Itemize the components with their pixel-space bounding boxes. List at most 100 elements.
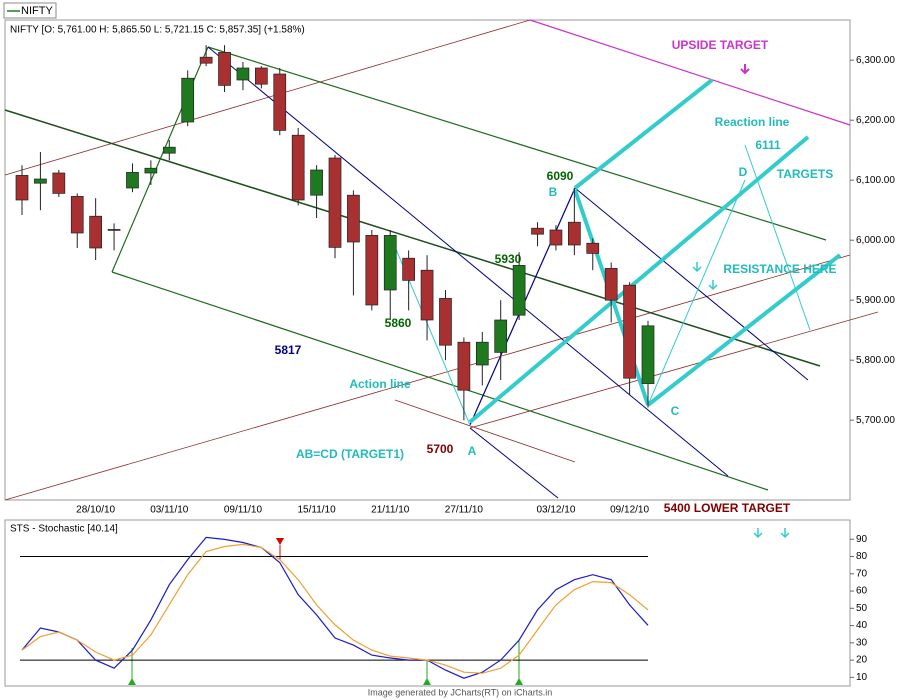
legend-box	[3, 2, 57, 19]
candle-body	[365, 235, 379, 306]
candle-body	[70, 196, 84, 234]
stochastic-title: STS - Stochastic [40.14]	[10, 524, 118, 535]
candle-body	[15, 175, 29, 201]
buy-signal	[515, 678, 523, 685]
trendlines	[4, 19, 879, 539]
candle-body	[291, 134, 305, 201]
candle-body	[328, 157, 342, 248]
trendline	[394, 399, 576, 463]
y-tick-label: 60	[856, 586, 868, 597]
y-tick-label: 30	[856, 637, 868, 648]
candle-body	[586, 242, 600, 254]
y-tick-label: 6,300.00	[856, 55, 895, 66]
annotation: 5930	[495, 252, 522, 266]
y-tick-label: 10	[856, 672, 868, 683]
x-tick-label: 27/11/10	[445, 505, 484, 516]
y-tick-label: 80	[856, 551, 868, 562]
sell-signal	[276, 538, 284, 545]
series-line	[21, 536, 649, 679]
footer: Image generated by JCharts(RT) on iChart…	[368, 687, 552, 697]
trendline	[111, 271, 769, 491]
trendline	[647, 179, 746, 406]
candle-body	[199, 56, 213, 64]
annotation: 6090	[547, 169, 574, 183]
trendline	[4, 109, 821, 367]
candle-body	[439, 298, 452, 346]
annotation: 5817	[275, 343, 302, 357]
y-tick-label: 90	[856, 534, 868, 545]
annotation: UPSIDE TARGET	[672, 38, 769, 52]
candle-body	[641, 325, 655, 384]
buy-signal	[128, 678, 136, 685]
stochastic-panel	[4, 519, 851, 687]
y-tick-label: 6,000.00	[856, 235, 895, 246]
x-tick-label: 15/11/10	[297, 505, 336, 516]
candle-body	[420, 269, 434, 321]
trendline	[4, 19, 531, 176]
trendline	[207, 46, 729, 477]
candle-body	[549, 229, 563, 246]
candle-body	[255, 67, 268, 85]
candle-body	[531, 227, 544, 235]
y-tick-label: 6,200.00	[856, 115, 895, 126]
x-tick-label: 03/11/10	[150, 505, 189, 516]
annotation: 6111	[755, 138, 781, 152]
x-tick-label: 21/11/10	[371, 505, 410, 516]
candle-body	[623, 284, 636, 379]
annotation: C	[671, 404, 680, 418]
candle-body	[218, 52, 231, 86]
chart-title: NIFTY [O: 5,761.00 H: 5,865.50 L: 5,721.…	[10, 25, 305, 36]
candle-body	[512, 265, 526, 316]
y-tick-label: 5,900.00	[856, 295, 895, 306]
arrow	[708, 280, 718, 291]
x-tick-label: 09/12/10	[610, 505, 649, 516]
trendline	[574, 187, 809, 381]
arrow	[780, 528, 790, 539]
y-tick-label: 5,700.00	[856, 415, 895, 426]
candle-body	[181, 77, 195, 123]
annotation: D	[739, 165, 748, 179]
trendline	[468, 135, 810, 424]
candle-body	[236, 67, 250, 81]
candle-body	[89, 215, 102, 249]
annotation: 5860	[385, 316, 412, 330]
arrow	[692, 262, 702, 273]
y-tick-label: 5,800.00	[856, 355, 895, 366]
trendline	[573, 78, 714, 190]
candle-body	[604, 268, 618, 301]
candle-body	[162, 146, 176, 154]
arrow	[753, 528, 763, 539]
annotation: B	[549, 185, 558, 199]
candle-body	[310, 169, 323, 196]
y-tick-label: 40	[856, 620, 868, 631]
candle-body	[144, 167, 158, 174]
candle-body	[34, 178, 47, 184]
buy-signal	[423, 678, 431, 685]
annotation: A	[468, 444, 477, 458]
annotation: AB=CD (TARGET1)	[296, 447, 404, 461]
trendline	[744, 144, 811, 331]
x-tick-label: 09/11/10	[224, 505, 263, 516]
trendline	[529, 19, 851, 126]
x-tick-label: 03/12/10	[536, 505, 575, 516]
annotation: 5400 LOWER TARGET	[664, 501, 791, 515]
arrow	[740, 64, 750, 75]
main-panel	[4, 19, 851, 501]
candle-body	[457, 341, 471, 391]
candle-body	[273, 73, 287, 131]
annotation: 5700	[427, 442, 454, 456]
candle-body	[347, 194, 360, 243]
candle-body	[475, 341, 489, 366]
legend-label: NIFTY	[21, 5, 53, 17]
series-line	[21, 543, 649, 674]
candle-body	[107, 229, 121, 231]
candle-body	[494, 319, 508, 353]
candle-body	[568, 221, 581, 246]
trendline	[469, 311, 879, 429]
y-tick-label: 20	[856, 655, 868, 666]
y-tick-label: 50	[856, 603, 868, 614]
annotation: Action line	[349, 377, 411, 391]
